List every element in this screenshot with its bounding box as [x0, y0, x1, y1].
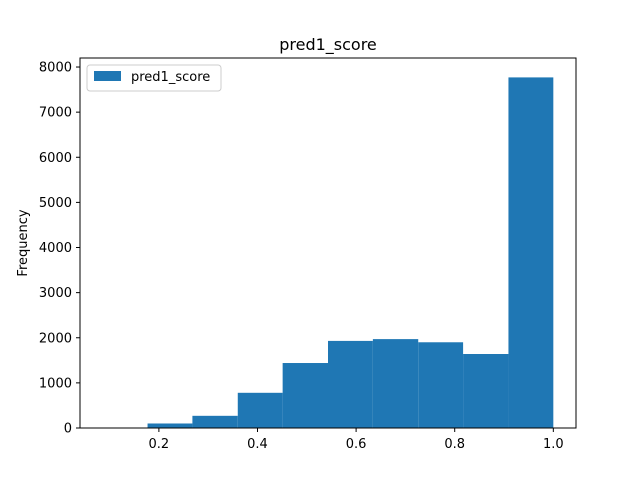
x-tick-label: 0.4: [247, 437, 268, 452]
legend-swatch: [94, 71, 121, 81]
legend-label: pred1_score: [131, 70, 210, 85]
histogram-bar-9: [463, 354, 509, 428]
x-tick-label: 0.8: [444, 437, 465, 452]
y-tick-label: 0: [64, 422, 72, 437]
x-tick-label: 0.2: [149, 437, 170, 452]
histogram-bar-4: [237, 392, 283, 428]
plot-frame: [79, 57, 577, 429]
histogram-bar-7: [372, 339, 419, 428]
chart-title: pred1_score: [279, 35, 377, 55]
y-tick-label: 3000: [39, 286, 72, 301]
x-axis-ticks: 0.2 0.4 0.6 0.8 1.0: [149, 428, 564, 452]
histogram-bar-5: [282, 363, 328, 428]
histogram-bar-10: [508, 77, 554, 429]
y-tick-label: 5000: [39, 196, 72, 211]
y-axis-label: Frequency: [16, 209, 31, 276]
y-tick-label: 4000: [39, 241, 72, 256]
y-tick-label: 7000: [39, 106, 72, 121]
histogram-bar-3: [192, 415, 238, 428]
y-tick-label: 1000: [39, 376, 72, 391]
histogram-bar-8: [418, 342, 464, 428]
bars-group: [147, 77, 554, 429]
x-tick-label: 0.6: [346, 437, 367, 452]
histogram-bar-6: [328, 340, 373, 428]
y-tick-label: 2000: [39, 331, 72, 346]
histogram-bar-2: [147, 423, 193, 428]
y-tick-label: 8000: [39, 61, 72, 76]
y-axis-ticks: 0 1000 2000 3000 4000 5000 6000 7000 8000: [39, 61, 80, 437]
x-tick-label: 1.0: [543, 437, 564, 452]
y-tick-label: 6000: [39, 151, 72, 166]
legend: pred1_score: [86, 64, 222, 92]
